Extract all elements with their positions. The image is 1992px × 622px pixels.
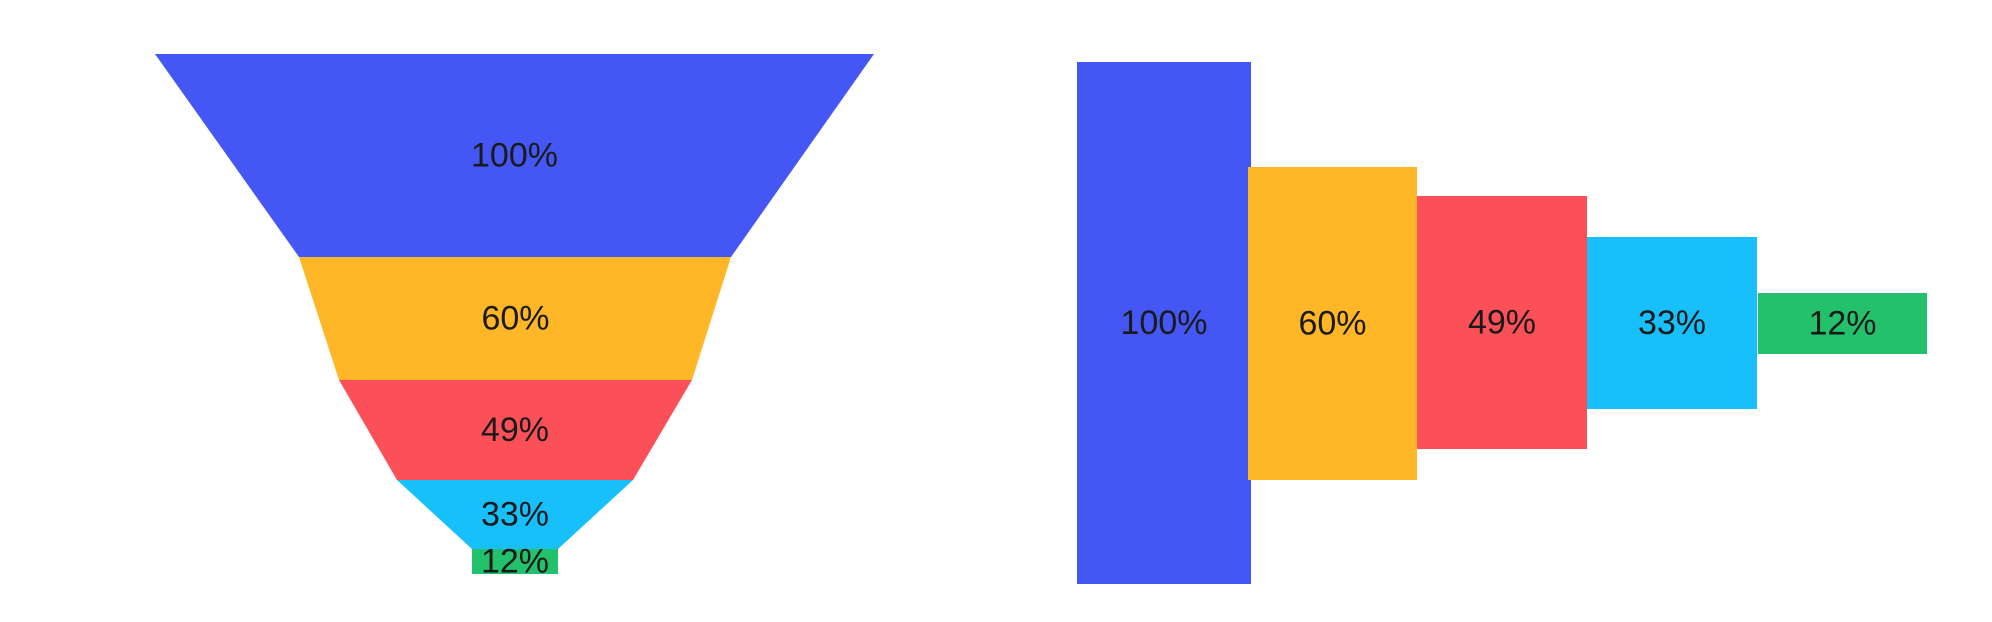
svg-text:49%: 49% <box>1468 304 1536 342</box>
svg-text:33%: 33% <box>1638 304 1706 342</box>
svg-text:12%: 12% <box>1808 305 1876 343</box>
svg-text:100%: 100% <box>1121 304 1208 342</box>
svg-text:60%: 60% <box>1298 305 1366 343</box>
